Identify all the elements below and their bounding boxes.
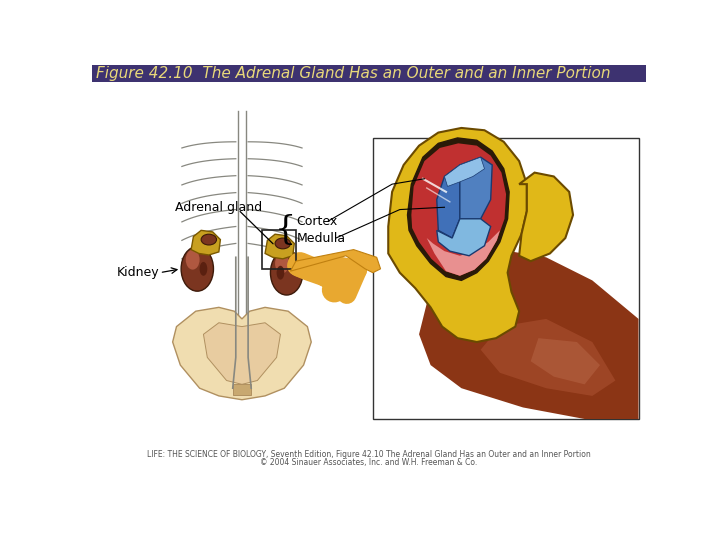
Polygon shape (427, 231, 500, 276)
Text: Medulla: Medulla (297, 232, 346, 245)
Text: LIFE: THE SCIENCE OF BIOLOGY, Seventh Edition, Figure 42.10 The Adrenal Gland Ha: LIFE: THE SCIENCE OF BIOLOGY, Seventh Ed… (147, 450, 591, 459)
Ellipse shape (201, 234, 217, 245)
Ellipse shape (276, 266, 284, 280)
Text: Cortex: Cortex (297, 214, 338, 228)
Polygon shape (481, 319, 616, 396)
Polygon shape (408, 138, 509, 280)
Bar (262, 231, 296, 269)
Polygon shape (173, 307, 311, 400)
Bar (92, 65, 647, 82)
FancyArrowPatch shape (297, 265, 357, 294)
Polygon shape (444, 157, 485, 186)
Polygon shape (437, 165, 460, 238)
Text: Adrenal gland: Adrenal gland (175, 201, 262, 214)
Polygon shape (290, 249, 381, 273)
Text: {: { (275, 214, 297, 246)
Polygon shape (265, 234, 294, 259)
Bar (233, 384, 251, 395)
Polygon shape (388, 128, 527, 342)
Bar (373, 138, 639, 419)
Ellipse shape (275, 238, 290, 249)
Polygon shape (411, 143, 506, 276)
Polygon shape (460, 157, 492, 219)
Polygon shape (419, 249, 639, 419)
Polygon shape (204, 323, 281, 384)
Text: Figure 42.10  The Adrenal Gland Has an Outer and an Inner Portion: Figure 42.10 The Adrenal Gland Has an Ou… (96, 66, 610, 81)
Polygon shape (191, 231, 220, 255)
Ellipse shape (271, 251, 303, 295)
Text: Kidney: Kidney (117, 266, 159, 279)
Ellipse shape (186, 249, 199, 269)
Polygon shape (531, 338, 600, 384)
Ellipse shape (199, 262, 207, 276)
Polygon shape (519, 173, 573, 261)
Polygon shape (437, 219, 490, 256)
Ellipse shape (275, 253, 289, 273)
Ellipse shape (181, 247, 213, 291)
Text: © 2004 Sinauer Associates, Inc. and W.H. Freeman & Co.: © 2004 Sinauer Associates, Inc. and W.H.… (261, 457, 477, 467)
